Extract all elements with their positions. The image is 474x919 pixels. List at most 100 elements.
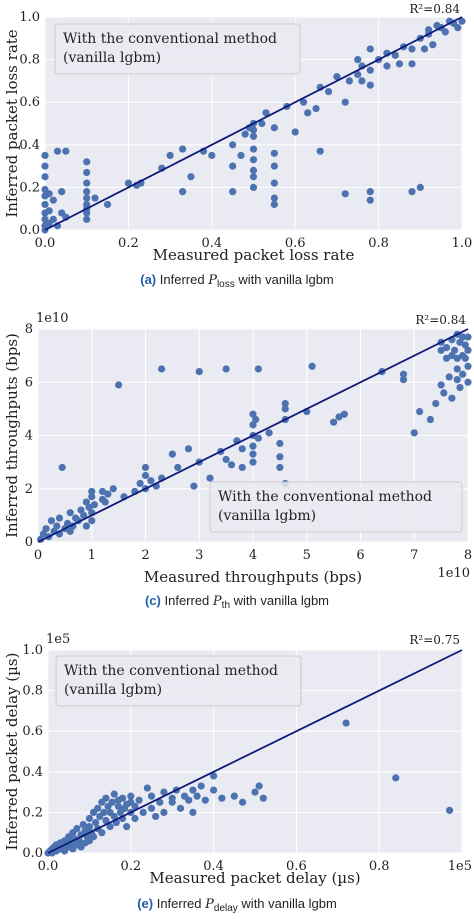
data-point bbox=[255, 782, 263, 790]
data-point bbox=[41, 173, 49, 181]
y-tick-label: 8 bbox=[25, 322, 33, 337]
data-point bbox=[249, 410, 257, 418]
data-point bbox=[85, 503, 93, 511]
x-tick-label: 2 bbox=[141, 548, 149, 563]
data-point bbox=[110, 790, 118, 798]
data-point bbox=[249, 132, 258, 140]
data-point bbox=[440, 389, 448, 397]
data-point bbox=[341, 190, 349, 198]
data-point bbox=[101, 498, 109, 506]
data-point bbox=[110, 812, 118, 821]
data-point bbox=[237, 151, 245, 160]
data-point bbox=[179, 188, 187, 196]
data-point bbox=[252, 415, 260, 424]
data-point bbox=[392, 774, 400, 782]
data-point bbox=[80, 511, 88, 519]
legend-text: (vanilla lgbm) bbox=[63, 50, 161, 66]
chart-panel-a: 0.0 0.2 0.4 0.6 0.8 1.0 0.0 0.2 0.4 0.6 0.8 1.0 With… bbox=[0, 0, 474, 300]
chart-svg-a: 0.0 0.2 0.4 0.6 0.8 1.0 0.0 0.2 0.4 0.6 0.8 1.0 With… bbox=[3, 2, 473, 264]
caption-symbol: P bbox=[208, 273, 217, 288]
data-point bbox=[453, 354, 461, 362]
data-point bbox=[448, 352, 456, 360]
r2-label: R²=0.75 bbox=[409, 633, 460, 647]
data-point bbox=[168, 450, 176, 458]
data-point bbox=[147, 804, 156, 812]
data-point bbox=[89, 833, 98, 841]
y-tick-label: 1.0 bbox=[22, 643, 43, 658]
data-point bbox=[193, 792, 201, 800]
data-point bbox=[450, 346, 459, 354]
data-point bbox=[176, 804, 185, 812]
data-point bbox=[408, 60, 416, 68]
data-point bbox=[158, 365, 166, 373]
data-point bbox=[448, 394, 456, 402]
data-point bbox=[190, 482, 198, 490]
data-point bbox=[265, 429, 273, 437]
data-point bbox=[168, 798, 176, 806]
data-point bbox=[92, 818, 100, 827]
data-point bbox=[316, 147, 324, 155]
data-point bbox=[354, 70, 362, 79]
data-point bbox=[106, 823, 114, 831]
legend-text: (vanilla lgbm) bbox=[218, 508, 316, 524]
data-point bbox=[276, 463, 284, 472]
x-tick-label: 5 bbox=[303, 548, 311, 563]
caption-pre: Inferred bbox=[159, 272, 205, 287]
y-axis-label: Inferred throughputs (bps) bbox=[3, 333, 21, 538]
data-point bbox=[366, 188, 374, 196]
data-point bbox=[218, 794, 226, 802]
data-point bbox=[49, 196, 57, 204]
data-point bbox=[330, 418, 338, 426]
caption-label: (a) bbox=[140, 272, 157, 287]
caption-pre: Inferred bbox=[164, 593, 210, 608]
data-point bbox=[249, 183, 258, 191]
data-point bbox=[103, 200, 112, 209]
data-point bbox=[249, 173, 258, 181]
x-tick-label: 0.0 bbox=[38, 859, 59, 874]
data-point bbox=[304, 109, 312, 117]
data-point bbox=[141, 463, 150, 472]
data-point bbox=[342, 719, 350, 727]
data-point bbox=[420, 45, 429, 53]
data-point bbox=[136, 479, 144, 488]
data-point bbox=[83, 188, 91, 196]
x-tick-label: 0.8 bbox=[368, 236, 389, 251]
x-tick-label: 0.6 bbox=[285, 236, 306, 251]
data-point bbox=[229, 188, 237, 196]
data-point bbox=[254, 434, 262, 442]
data-point bbox=[238, 463, 246, 472]
data-point bbox=[456, 338, 464, 346]
data-point bbox=[94, 804, 102, 812]
data-point bbox=[464, 378, 472, 386]
caption-sub: delay bbox=[213, 903, 238, 914]
y-tick-label: 0.8 bbox=[19, 53, 40, 68]
data-point bbox=[249, 156, 258, 164]
data-point bbox=[432, 399, 440, 408]
data-point bbox=[461, 341, 469, 349]
r2-label: R²=0.84 bbox=[409, 2, 460, 16]
data-point bbox=[98, 487, 107, 496]
data-point bbox=[174, 463, 182, 472]
data-point bbox=[333, 73, 341, 81]
x-tick-label: 1.0 bbox=[452, 236, 473, 251]
legend-box bbox=[209, 481, 463, 533]
y-tick-label: 0.0 bbox=[19, 223, 40, 238]
y-exponent-label: 1e10 bbox=[36, 311, 69, 326]
data-point bbox=[208, 151, 216, 160]
data-point bbox=[115, 381, 123, 389]
data-point bbox=[108, 798, 116, 806]
data-point bbox=[227, 461, 236, 469]
x-tick-label: 6 bbox=[356, 548, 364, 563]
data-point bbox=[141, 471, 150, 480]
y-tick-label: 2 bbox=[25, 482, 33, 497]
x-tick-label: 0.2 bbox=[120, 859, 141, 874]
data-point bbox=[185, 796, 193, 804]
caption-symbol: P bbox=[212, 594, 222, 609]
y-exponent-label: 1e5 bbox=[46, 632, 70, 647]
data-point bbox=[135, 796, 143, 804]
data-point bbox=[442, 354, 451, 362]
data-point bbox=[90, 501, 99, 509]
chart-svg-e: 0.0 0.2 0.4 0.6 0.8 1e5 0.0 0.2 0.4 0.6 0.8 1.0 With… bbox=[3, 632, 472, 887]
data-point bbox=[442, 344, 451, 352]
data-point bbox=[83, 215, 91, 223]
